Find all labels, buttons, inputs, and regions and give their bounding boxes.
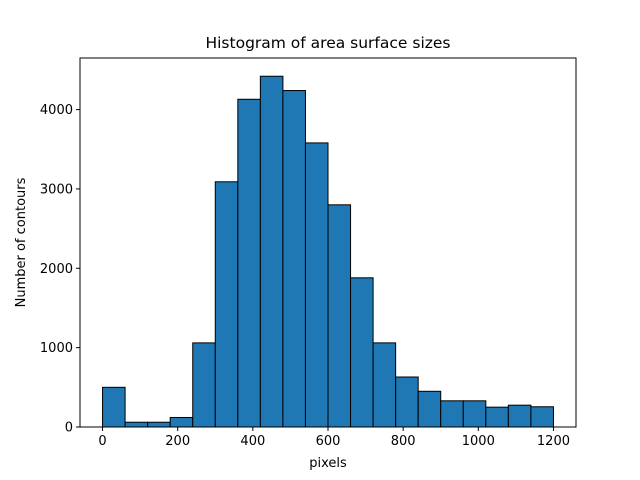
x-tick-label: 200 — [165, 434, 190, 449]
histogram-bar-17 — [485, 406, 509, 428]
histogram-bar-16 — [462, 400, 487, 428]
histogram-bar-3 — [169, 416, 194, 428]
y-axis-ticks: 0 1000 2000 3000 4000 — [40, 103, 80, 436]
histogram-bar-14 — [417, 390, 442, 428]
x-axis-label: pixels — [309, 456, 347, 471]
x-tick-label: 800 — [391, 434, 416, 449]
histogram-bar-10 — [327, 204, 352, 428]
histogram-bar-4 — [192, 342, 216, 428]
histogram-bar-15 — [440, 400, 464, 428]
x-tick-label: 1200 — [537, 434, 570, 449]
y-axis-label: Number of contours — [14, 177, 29, 307]
y-tick-label: 3000 — [40, 182, 73, 197]
histogram-bar-12 — [372, 342, 397, 428]
x-tick-label: 600 — [316, 434, 341, 449]
histogram-bar-2 — [147, 421, 171, 428]
y-tick-label: 4000 — [40, 103, 73, 118]
histogram-bar-5 — [214, 181, 239, 428]
histogram-bar-18 — [507, 404, 532, 428]
y-tick-label: 2000 — [40, 262, 73, 277]
histogram-bar-1 — [124, 421, 149, 428]
histogram-bar-7 — [259, 75, 284, 428]
histogram-bar-8 — [282, 90, 306, 428]
x-tick-label: 1000 — [462, 434, 495, 449]
histogram-bar-9 — [304, 142, 329, 428]
histogram-bar-6 — [237, 98, 261, 428]
histogram-bar-13 — [395, 376, 419, 428]
y-tick-label: 0 — [65, 421, 73, 436]
chart-title: Histogram of area surface sizes — [205, 34, 450, 52]
y-tick-label: 1000 — [40, 341, 73, 356]
x-axis-ticks: 0 200 400 600 800 1000 1200 — [98, 427, 570, 449]
histogram-bar-0 — [102, 386, 126, 428]
x-tick-label: 0 — [98, 434, 106, 449]
x-tick-label: 400 — [240, 434, 265, 449]
histogram-bar-11 — [350, 277, 374, 428]
histogram-bar-19 — [530, 406, 554, 428]
